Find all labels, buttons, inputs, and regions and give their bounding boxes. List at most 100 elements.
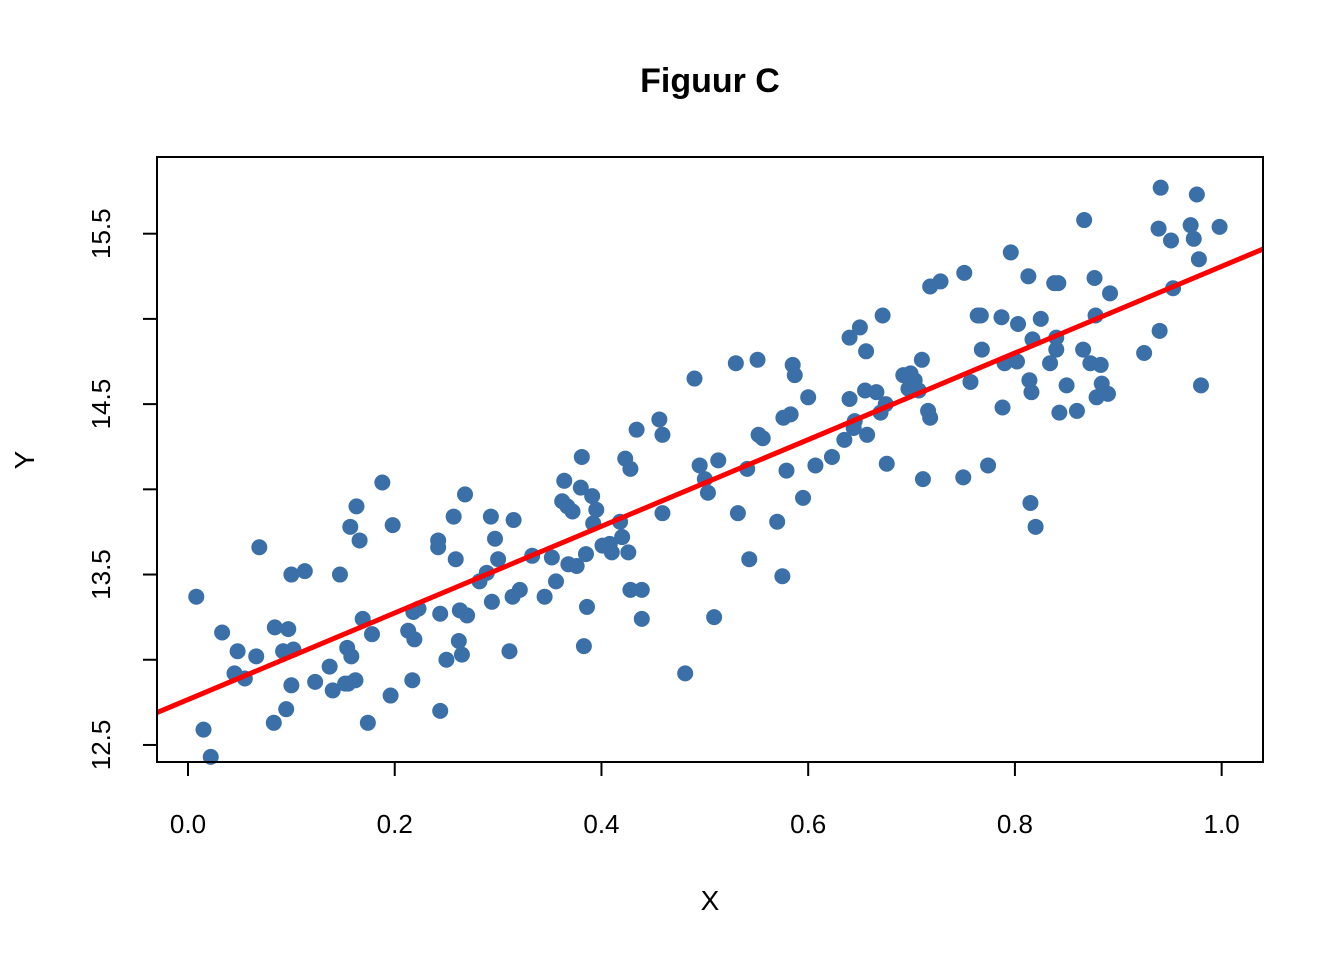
data-point	[1075, 341, 1092, 358]
data-point	[778, 462, 795, 479]
data-point	[577, 546, 594, 563]
data-point	[622, 581, 639, 598]
data-point	[769, 513, 786, 530]
data-point	[432, 605, 449, 622]
data-point	[741, 551, 758, 568]
data-point	[1151, 322, 1168, 339]
data-point	[654, 505, 671, 522]
data-point	[457, 486, 474, 503]
data-point	[729, 505, 746, 522]
data-point	[868, 384, 885, 401]
data-point	[786, 367, 803, 384]
data-point	[1023, 384, 1040, 401]
data-point	[858, 343, 875, 360]
data-point	[1042, 355, 1059, 372]
data-point	[321, 658, 338, 675]
data-point	[1182, 217, 1199, 234]
data-point	[487, 530, 504, 547]
data-point	[331, 566, 348, 583]
data-point	[1211, 218, 1228, 235]
data-point	[836, 431, 853, 448]
data-point	[807, 457, 824, 474]
data-point	[782, 406, 799, 423]
data-point	[1002, 244, 1019, 261]
data-point	[584, 488, 601, 505]
data-point	[543, 549, 560, 566]
data-point	[568, 558, 585, 575]
data-point	[445, 508, 462, 525]
data-point	[851, 319, 868, 336]
data-point	[1021, 372, 1038, 389]
x-tick-label: 0.2	[377, 809, 413, 839]
data-point	[962, 373, 979, 390]
x-axis: 0.0 0.2 0.4 0.6 0.8 1.0	[170, 761, 1240, 839]
data-point	[280, 621, 297, 638]
data-point	[348, 498, 365, 515]
y-tick-label: 13.5	[86, 549, 116, 600]
data-point	[505, 512, 522, 528]
data-point	[1051, 404, 1068, 421]
data-point	[490, 551, 507, 568]
data-point	[342, 518, 359, 535]
data-point	[324, 682, 341, 699]
data-point	[195, 721, 212, 738]
data-point	[691, 457, 708, 474]
plot-frame	[156, 156, 1264, 763]
data-point	[564, 503, 581, 520]
data-point	[922, 409, 939, 426]
data-point	[432, 702, 449, 719]
data-point	[1008, 353, 1025, 370]
data-point	[536, 588, 553, 605]
data-point	[482, 508, 499, 525]
data-point	[633, 610, 650, 627]
data-point	[307, 673, 324, 690]
x-tick-label: 0.0	[170, 809, 206, 839]
y-tick-label: 15.5	[86, 208, 116, 259]
data-point	[774, 568, 791, 585]
data-point	[374, 474, 391, 491]
data-point	[973, 341, 990, 358]
regression-line	[156, 246, 1264, 715]
data-point	[878, 455, 895, 472]
data-point	[573, 448, 590, 465]
data-point	[1092, 356, 1109, 373]
data-point	[359, 714, 376, 731]
data-point	[459, 607, 476, 624]
data-point	[727, 355, 744, 372]
data-point	[980, 457, 997, 474]
data-point	[622, 460, 639, 477]
data-point	[1190, 251, 1207, 268]
data-point	[993, 309, 1010, 326]
x-tick-label: 0.4	[583, 809, 619, 839]
data-point	[501, 643, 518, 660]
x-tick-label: 0.6	[790, 809, 826, 839]
data-point	[614, 529, 631, 546]
data-point	[278, 701, 295, 718]
data-point	[1102, 285, 1119, 302]
data-point	[1022, 494, 1039, 511]
data-point	[188, 588, 205, 605]
data-point	[248, 648, 265, 665]
data-point	[1058, 377, 1075, 394]
data-point	[654, 426, 671, 443]
x-tick-label: 0.8	[997, 809, 1033, 839]
plot-area	[156, 179, 1264, 765]
data-point	[406, 631, 423, 648]
data-point	[1068, 402, 1085, 419]
data-point	[754, 430, 771, 447]
data-point	[1032, 310, 1049, 327]
y-axis: 12.5 13.5 14.5 15.5	[86, 208, 158, 770]
data-point	[382, 687, 399, 704]
data-point	[214, 624, 231, 641]
data-point	[859, 426, 876, 443]
data-point	[430, 539, 447, 556]
data-point	[710, 452, 727, 469]
data-point	[251, 539, 268, 556]
data-point	[404, 672, 421, 689]
data-point	[677, 665, 694, 682]
data-point	[956, 264, 973, 281]
data-point	[438, 651, 455, 668]
data-point	[384, 517, 401, 534]
data-point	[603, 544, 620, 561]
data-point	[1027, 518, 1044, 535]
